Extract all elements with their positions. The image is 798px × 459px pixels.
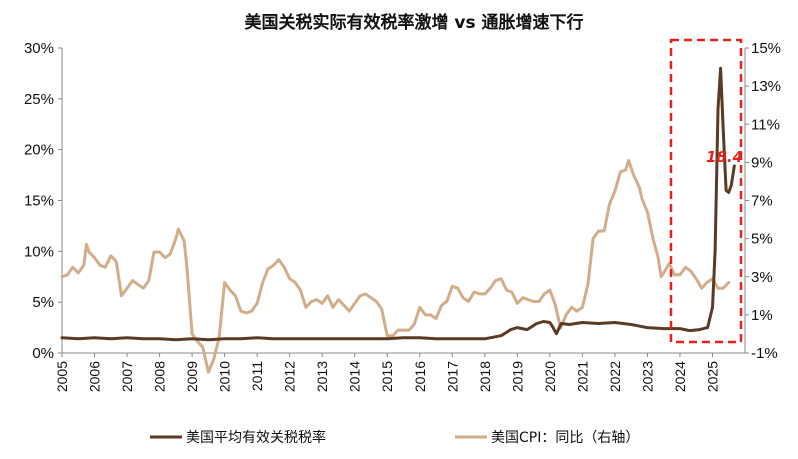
x-tick-label: 2012 [282, 361, 298, 392]
x-tick-label: 2007 [119, 361, 135, 392]
x-tick-label: 2021 [574, 361, 590, 392]
y-right-tick-label: 15% [751, 40, 781, 57]
chart-title: 美国关税实际有效税率激增 vs 通胀增速下行 [244, 12, 583, 33]
x-tick-label: 2015 [379, 361, 395, 392]
annotation-layer: 18.4 [669, 38, 743, 344]
y-left-tick-label: 20% [24, 142, 54, 159]
y-right-tick-label: -1% [751, 345, 778, 362]
y-right-tick-label: 1% [751, 307, 773, 324]
legend-label: 美国CPI：同比（右轴） [491, 430, 639, 446]
y-left-tick-label: 25% [24, 91, 54, 108]
x-tick-label: 2016 [412, 361, 428, 392]
legend: 美国平均有效关税税率 美国CPI：同比（右轴） [150, 429, 639, 446]
x-tick-label: 2014 [347, 361, 363, 392]
x-tick-label: 2017 [444, 361, 460, 392]
x-tick-label: 2010 [217, 361, 233, 392]
x-tick-label: 2020 [542, 361, 558, 392]
series-layer [60, 66, 736, 374]
highlight-box [669, 38, 743, 344]
y-right-tick-label: 7% [751, 193, 773, 210]
x-tick-label: 2009 [184, 361, 200, 392]
y-left-tick-label: 30% [24, 40, 54, 57]
y-right-tick-label: 5% [751, 231, 773, 248]
series-line-cpi-yoy [60, 159, 731, 374]
x-tick-label: 2025 [704, 361, 720, 392]
y-left-tick-label: 10% [24, 243, 54, 260]
x-tick-label: 2022 [607, 361, 623, 392]
y-right-tick-label: 11% [751, 116, 780, 133]
axes-group: 0% 5% 10% 15% 20% 25% 30% -1% 1% 3% 5% 7% 9% 11% 13% 15… [24, 40, 781, 392]
annotation-value: 18.4 [706, 148, 743, 166]
x-tick-label: 2013 [314, 361, 330, 392]
y-left-tick-label: 15% [24, 193, 54, 210]
x-tick-label: 2006 [87, 361, 103, 392]
y-left-tick-label: 5% [32, 294, 54, 311]
x-tick-label: 2008 [152, 361, 168, 392]
x-tick-label: 2011 [249, 361, 265, 391]
legend-label: 美国平均有效关税税率 [186, 429, 326, 446]
x-tick-label: 2019 [509, 361, 525, 392]
y-right-tick-label: 3% [751, 269, 773, 286]
y-right-tick-label: 13% [751, 78, 781, 95]
series-line-tariff-rate [60, 66, 736, 342]
y-left-tick-label: 0% [32, 345, 54, 362]
x-tick-label: 2023 [639, 361, 655, 392]
x-tick-label: 2005 [54, 361, 70, 392]
x-tick-label: 2018 [477, 361, 493, 392]
y-right-tick-label: 9% [751, 154, 773, 171]
x-tick-label: 2024 [672, 361, 688, 392]
